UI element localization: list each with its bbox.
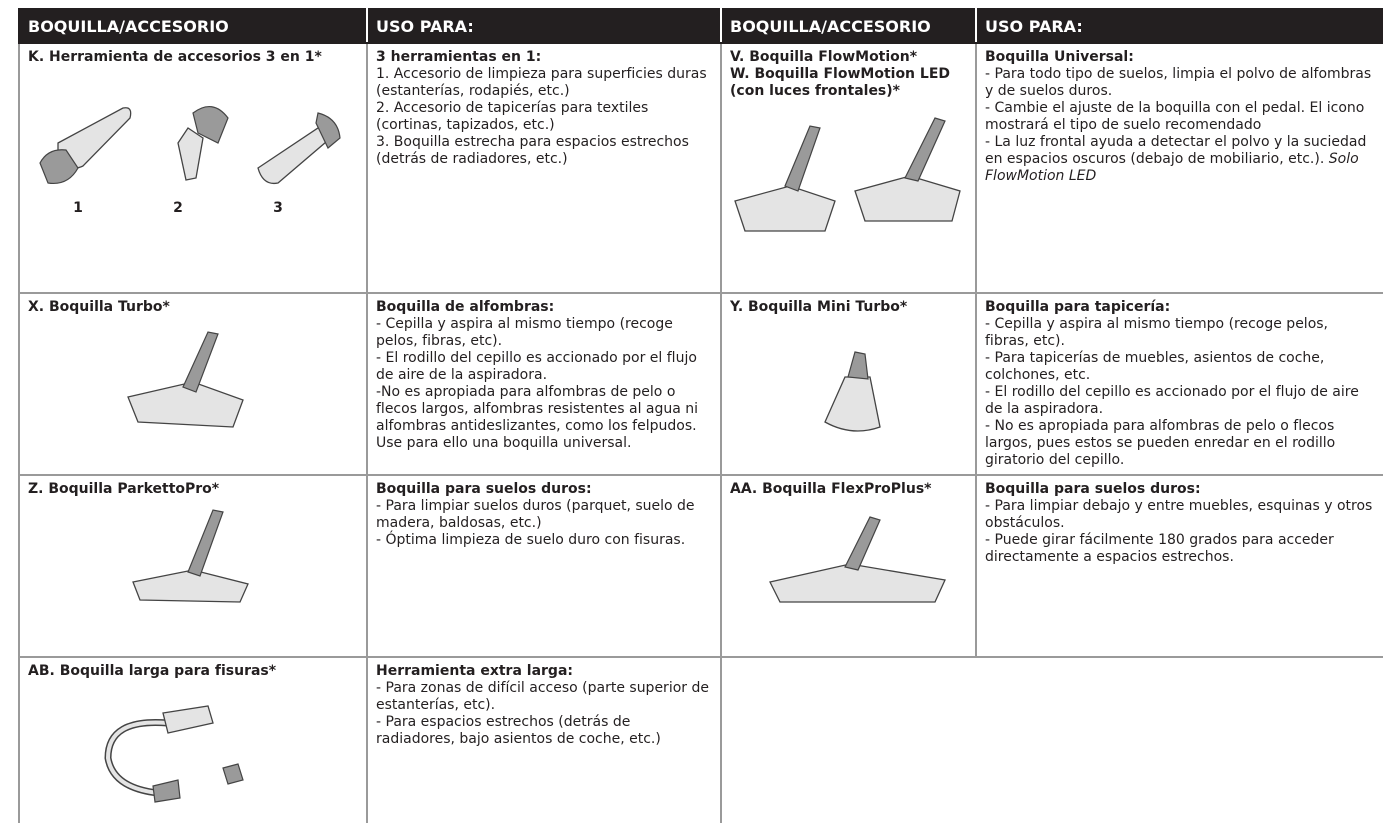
illustration	[104, 705, 244, 803]
accessory-name: (con luces frontales)*	[730, 83, 900, 99]
cell: K. Herramienta de accesorios 3 en 1* 1 2…	[18, 42, 368, 294]
cell: X. Boquilla Turbo*	[18, 292, 368, 476]
cell: Boquilla para tapicería: - Cepilla y asp…	[975, 292, 1383, 476]
cell: Boquilla de alfombras: - Cepilla y aspir…	[366, 292, 722, 476]
image-label: 2	[173, 200, 183, 216]
accessory-name: AA. Boquilla FlexProPlus*	[730, 481, 932, 497]
use-heading: Herramienta extra larga:	[376, 663, 573, 679]
accessory-name: W. Boquilla FlowMotion LED	[730, 66, 951, 82]
use-item: - Para todo tipo de suelos, limpia el po…	[985, 66, 1372, 99]
header-row: BOQUILLA/ACCESORIO USO PARA: BOQUILLA/AC…	[18, 8, 1383, 44]
accessory-name: V. Boquilla FlowMotion*	[730, 49, 918, 65]
accessory-name: AB. Boquilla larga para fisuras*	[28, 663, 277, 679]
empty-cell	[721, 657, 1383, 823]
illustration	[132, 509, 249, 603]
use-item: - Puede girar fácilmente 180 grados para…	[985, 532, 1334, 565]
cell: 3 herramientas en 1: 1. Accesorio de lim…	[366, 42, 722, 294]
use-item: - Cepilla y aspira al mismo tiempo (reco…	[376, 316, 673, 349]
use-item: 3. Boquilla estrecha para espacios estre…	[376, 134, 689, 167]
cell: Boquilla Universal: - Para todo tipo de …	[975, 42, 1383, 294]
use-item: 1. Accesorio de limpieza para superficie…	[376, 66, 707, 99]
illustration	[824, 351, 881, 432]
cell: AB. Boquilla larga para fisuras*	[18, 656, 368, 823]
row: AB. Boquilla larga para fisuras* Herrami…	[18, 656, 1383, 823]
cell: Z. Boquilla ParkettoPro*	[18, 474, 368, 658]
use-item: 2. Accesorio de tapicerías para textiles…	[376, 100, 649, 133]
use-heading: Boquilla para suelos duros:	[376, 481, 592, 497]
use-item: - Para limpiar debajo y entre muebles, e…	[985, 498, 1373, 531]
accessory-name: X. Boquilla Turbo*	[28, 299, 170, 315]
use-item: - La luz frontal ayuda a detectar el pol…	[985, 134, 1375, 185]
use-note: Solo FlowMotion LED	[985, 151, 1359, 184]
cell: Herramienta extra larga: - Para zonas de…	[366, 656, 722, 823]
use-heading: Boquilla para suelos duros:	[985, 481, 1201, 497]
image-labels: 1 2 3	[28, 200, 328, 217]
header-cell: BOQUILLA/ACCESORIO	[720, 8, 977, 44]
use-heading: Boquilla para tapicería:	[985, 299, 1171, 315]
use-item: - Cepilla y aspira al mismo tiempo (reco…	[985, 316, 1329, 349]
header-cell: BOQUILLA/ACCESORIO	[18, 8, 368, 44]
accessory-name: Z. Boquilla ParkettoPro*	[28, 481, 220, 497]
image-label: 1	[73, 200, 83, 216]
row: K. Herramienta de accesorios 3 en 1* 1 2…	[18, 42, 1383, 294]
use-item: - El rodillo del cepillo es accionado po…	[985, 384, 1359, 417]
use-item: - Para limpiar suelos duros (parquet, su…	[376, 498, 695, 531]
use-item: -No es apropiada para alfombras de pelo …	[376, 384, 699, 451]
cell: AA. Boquilla FlexProPlus*	[720, 474, 977, 658]
use-item: - Para espacios estrechos (detrás de rad…	[376, 714, 661, 747]
cell: Y. Boquilla Mini Turbo*	[720, 292, 977, 476]
header-cell: USO PARA:	[366, 8, 722, 44]
illustration	[769, 516, 946, 603]
use-item: - Para zonas de difícil acceso (parte su…	[376, 680, 709, 713]
use-heading: Boquilla Universal:	[985, 49, 1134, 65]
accessory-name: Y. Boquilla Mini Turbo*	[730, 299, 908, 315]
illustration	[127, 331, 244, 428]
image-label: 3	[273, 200, 283, 216]
use-item: - No es apropiada para alfombras de pelo…	[985, 418, 1336, 468]
use-item: - Para tapicerías de muebles, asientos d…	[985, 350, 1325, 383]
row: Z. Boquilla ParkettoPro* Boquilla para s…	[18, 474, 1383, 658]
cell: Boquilla para suelos duros: - Para limpi…	[975, 474, 1383, 658]
use-item: - El rodillo del cepillo es accionado po…	[376, 350, 697, 383]
use-item: - Óptima limpieza de suelo duro con fisu…	[376, 532, 686, 548]
page: BOQUILLA/ACCESORIO USO PARA: BOQUILLA/AC…	[18, 8, 1383, 823]
illustration	[39, 106, 341, 185]
accessory-name: K. Herramienta de accesorios 3 en 1*	[28, 49, 322, 65]
use-heading: 3 herramientas en 1:	[376, 49, 542, 65]
cell: Boquilla para suelos duros: - Para limpi…	[366, 474, 722, 658]
accessory-table: BOQUILLA/ACCESORIO USO PARA: BOQUILLA/AC…	[18, 8, 1383, 823]
use-item: - Cambie el ajuste de la boquilla con el…	[985, 100, 1365, 133]
illustration	[734, 117, 961, 232]
use-item-text: - La luz frontal ayuda a detectar el pol…	[985, 134, 1367, 167]
cell: V. Boquilla FlowMotion* W. Boquilla Flow…	[720, 42, 977, 294]
header-cell: USO PARA:	[975, 8, 1383, 44]
use-heading: Boquilla de alfombras:	[376, 299, 555, 315]
row: X. Boquilla Turbo* Boquilla de alfombras…	[18, 292, 1383, 476]
